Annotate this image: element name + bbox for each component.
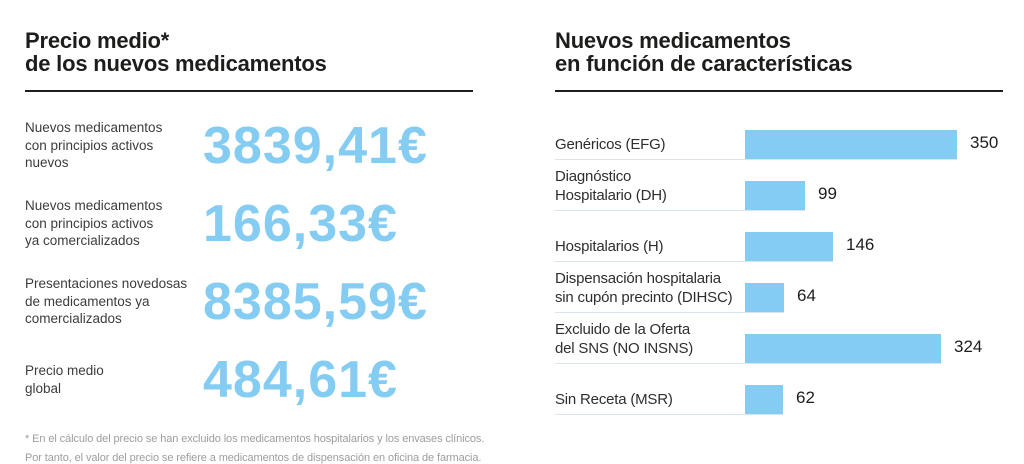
bar-value: 62: [796, 387, 815, 407]
bar-label: Dispensación hospitalaria sin cupón prec…: [555, 269, 733, 306]
bar-value: 324: [954, 336, 983, 356]
bar-row-genericos: Genéricos (EFG) 350: [555, 109, 1020, 160]
stat-value: 484,61€: [203, 350, 398, 409]
stat-label: Nuevos medicamentos con principios activ…: [25, 198, 163, 249]
stat-label: Nuevos medicamentos con principios activ…: [25, 120, 163, 171]
bar-label: Hospitalarios (H): [555, 237, 664, 255]
bar-value: 99: [818, 183, 837, 203]
bar-value: 350: [970, 132, 999, 152]
bar-rail: Genéricos (EFG): [555, 129, 957, 160]
left-panel-title: Precio medio* de los nuevos medicamentos: [25, 27, 327, 76]
stat-value: 3839,41€: [203, 116, 428, 175]
bar-row-sin-receta: Sin Receta (MSR) 62: [555, 364, 1020, 415]
bar-label: Diagnóstico Hospitalario (DH): [555, 167, 667, 204]
left-title-rule: [25, 89, 473, 92]
panel-precio-medio: Precio medio* de los nuevos medicamentos…: [25, 14, 530, 464]
bar-value: 64: [797, 285, 816, 305]
bar: [745, 384, 783, 414]
stat-row-presentaciones-novedosas: Presentaciones novedosas de medicamentos…: [25, 274, 530, 330]
bar: [745, 129, 957, 159]
bar: [745, 333, 941, 363]
stat-label: Presentaciones novedosas de medicamentos…: [25, 276, 188, 327]
bar-value: 146: [846, 234, 875, 254]
bar-row-excluido-oferta-sns: Excluido de la Oferta del SNS (NO INSNS)…: [555, 313, 1020, 364]
bar: [745, 282, 784, 312]
bar-rail: Dispensación hospitalaria sin cupón prec…: [555, 269, 784, 313]
panel-caracteristicas-chart: Nuevos medicamentos en función de caract…: [555, 14, 1020, 415]
bar-label: Sin Receta (MSR): [555, 390, 673, 408]
bar: [745, 231, 833, 261]
bar-rail: Diagnóstico Hospitalario (DH): [555, 167, 805, 211]
stat-row-principios-comercializados: Nuevos medicamentos con principios activ…: [25, 196, 530, 252]
right-title-rule: [555, 89, 1003, 92]
bar: [745, 180, 805, 210]
bar-label: Excluido de la Oferta del SNS (NO INSNS): [555, 320, 694, 357]
stat-value: 166,33€: [203, 194, 398, 253]
bar-chart: Genéricos (EFG) 350 Diagnóstico Hospital…: [555, 109, 1020, 415]
bar-label: Genéricos (EFG): [555, 135, 666, 153]
stat-row-principios-nuevos: Nuevos medicamentos con principios activ…: [25, 118, 530, 174]
right-panel-title: Nuevos medicamentos en función de caract…: [555, 27, 853, 76]
bar-row-hospitalarios: Hospitalarios (H) 146: [555, 211, 1020, 262]
bar-rail: Excluido de la Oferta del SNS (NO INSNS): [555, 320, 941, 364]
stat-value: 8385,59€: [203, 272, 428, 331]
bar-row-diagnostico-hospitalario: Diagnóstico Hospitalario (DH) 99: [555, 160, 1020, 211]
bar-rail: Sin Receta (MSR): [555, 384, 783, 415]
stat-row-precio-medio-global: Precio medio global 484,61€: [25, 352, 530, 408]
stats-list: Nuevos medicamentos con principios activ…: [25, 118, 530, 408]
bar-row-dispensacion-hospitalaria: Dispensación hospitalaria sin cupón prec…: [555, 262, 1020, 313]
stat-label: Precio medio global: [25, 363, 104, 396]
footnote: * En el cálculo del precio se han exclui…: [25, 432, 485, 464]
bar-rail: Hospitalarios (H): [555, 231, 833, 262]
